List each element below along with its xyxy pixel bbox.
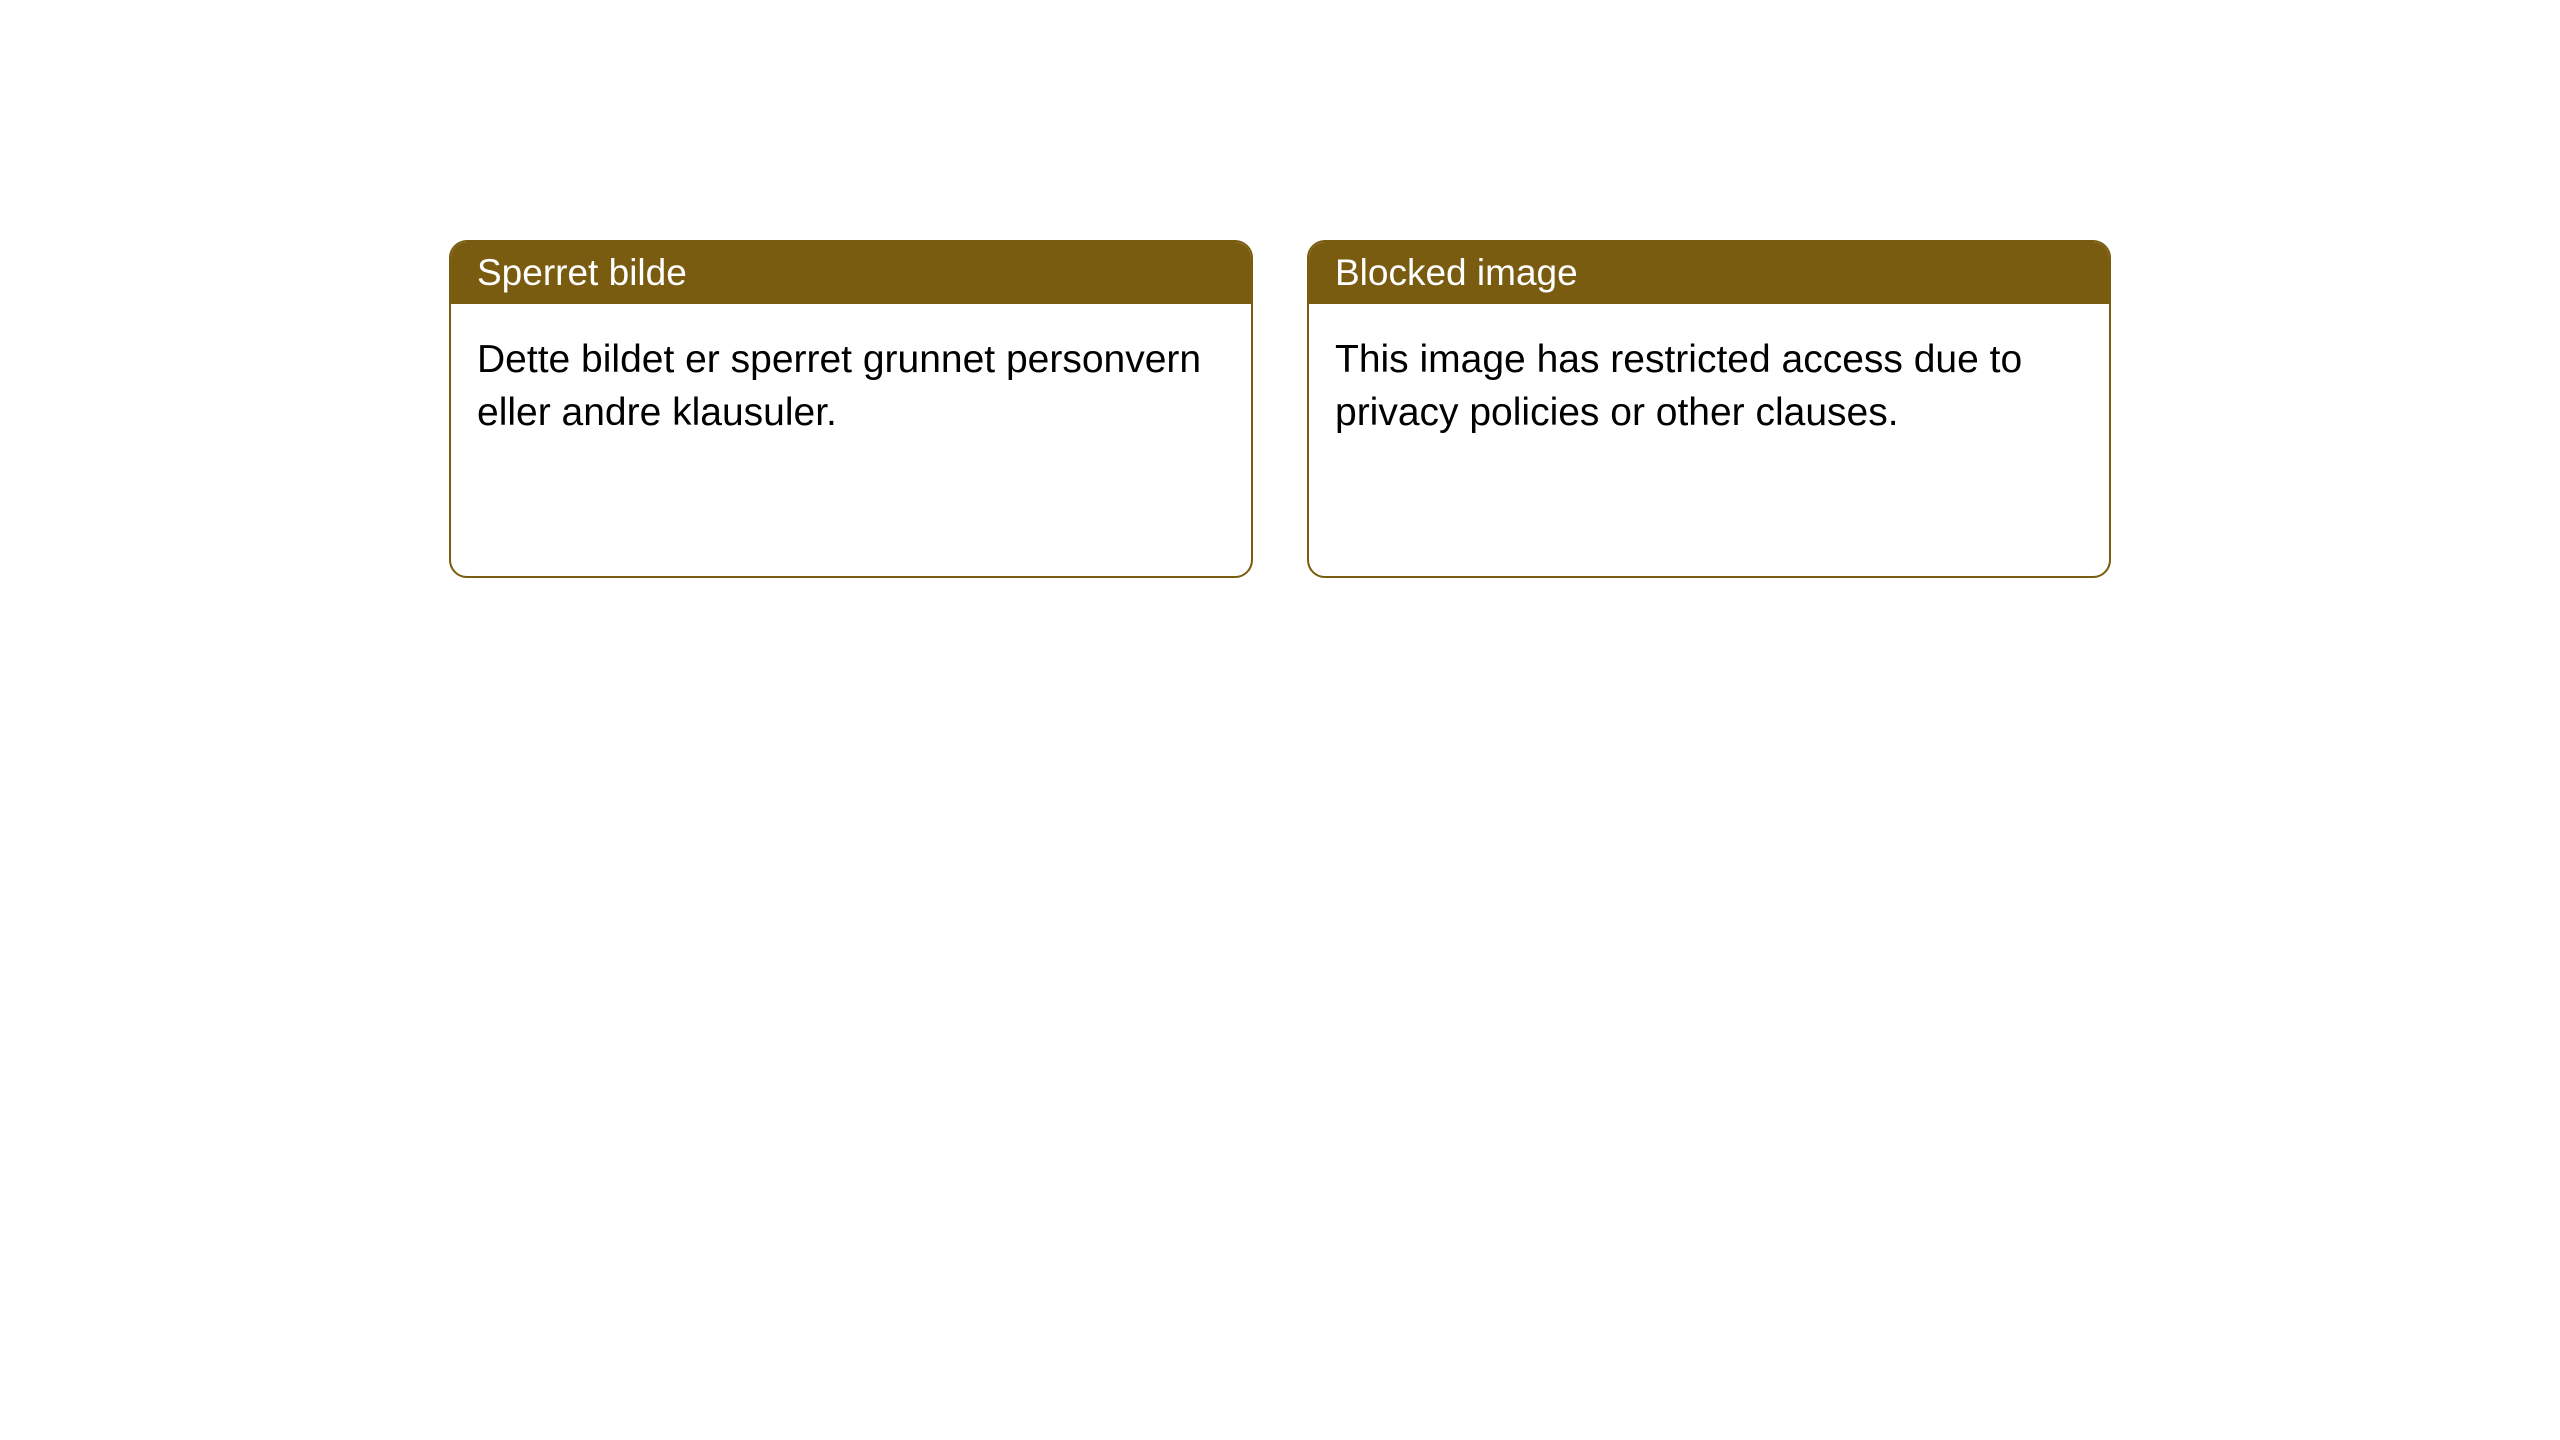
notice-card-english: Blocked image This image has restricted … [1307,240,2111,578]
notice-header: Sperret bilde [451,242,1251,304]
notice-container: Sperret bilde Dette bildet er sperret gr… [0,0,2560,578]
notice-body-text: This image has restricted access due to … [1335,338,2022,434]
notice-title: Sperret bilde [477,252,687,293]
notice-body: Dette bildet er sperret grunnet personve… [451,304,1251,469]
notice-header: Blocked image [1309,242,2109,304]
notice-card-norwegian: Sperret bilde Dette bildet er sperret gr… [449,240,1253,578]
notice-body: This image has restricted access due to … [1309,304,2109,469]
notice-body-text: Dette bildet er sperret grunnet personve… [477,338,1201,434]
notice-title: Blocked image [1335,252,1578,293]
